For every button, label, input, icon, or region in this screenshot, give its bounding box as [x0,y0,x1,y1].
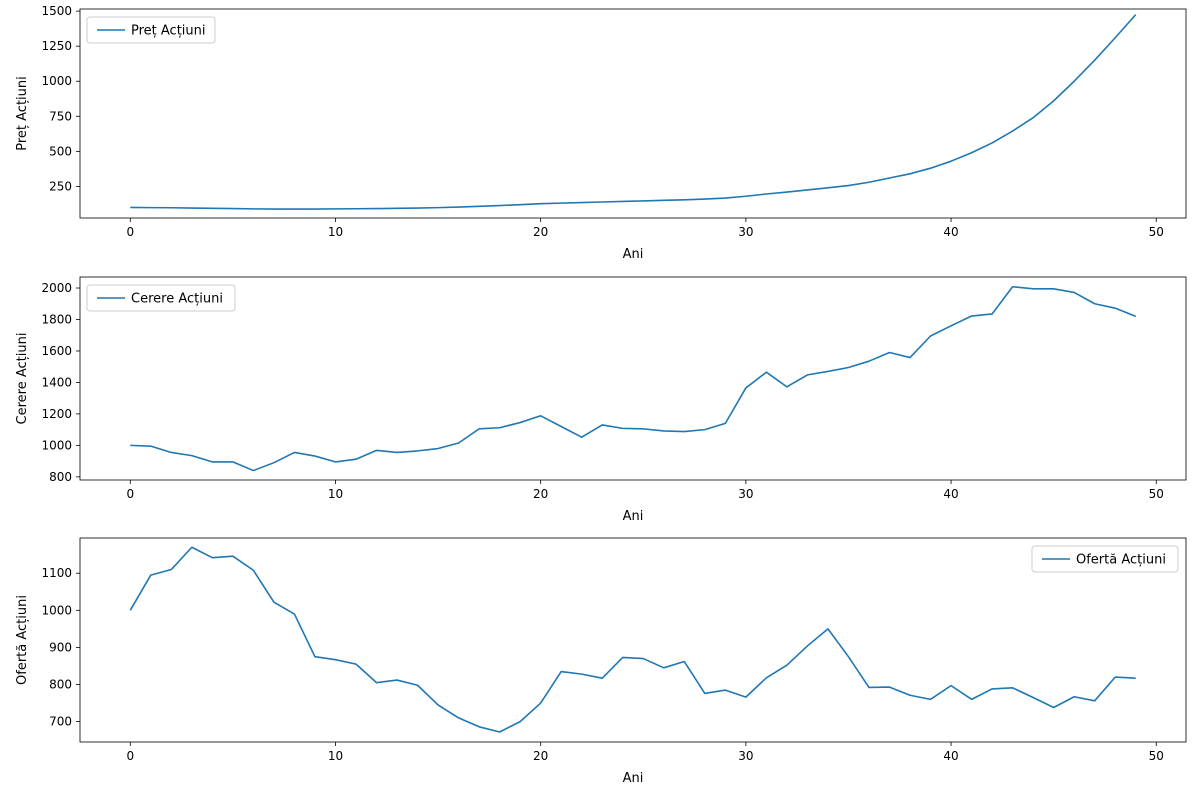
y-tick-label: 1000 [41,74,72,88]
subplot-3: 0 10 20 30 40 50 700 800 900 1000 1100 Ani Ofertă Ac… [15,537,1187,786]
y-tick-label: 800 [49,678,72,692]
subplot-2: 0 10 20 30 40 50 800 1000 1200 1400 1600 1800 2000 An… [15,276,1187,524]
y-tick-label: 500 [49,144,72,158]
axes-frame [79,537,1187,743]
y-tick-label: 1400 [41,375,72,389]
x-tick-label: 10 [328,487,343,501]
x-tick-label: 0 [126,749,134,763]
x-tick-label: 10 [328,749,343,763]
x-tick-label: 50 [1149,749,1164,763]
x-tick-label: 40 [943,749,958,763]
y-tick-label: 1500 [41,4,72,18]
y-tick-label: 750 [49,109,72,123]
series-line-1 [130,285,1137,472]
x-axis-label: Ani [623,771,644,786]
legend-entry: Cerere Acțiuni [131,292,223,307]
legend: Preț Acțiuni [86,16,216,44]
series-line-1 [130,14,1137,210]
y-tick-label: 1200 [41,407,72,421]
x-tick-label: 50 [1149,487,1164,501]
legend-box [86,284,236,312]
y-axis-label: Cerere Acțiuni [15,333,30,425]
y-tick-label: 700 [49,715,72,729]
x-tick-label: 10 [328,225,343,239]
y-tick-label: 1000 [41,438,72,452]
x-tick-label: 40 [943,225,958,239]
y-tick-label: 1000 [41,603,72,617]
legend-entry: Ofertă Acțiuni [1076,553,1166,568]
x-tick-label: 0 [126,487,134,501]
legend: Cerere Acțiuni [86,284,236,312]
x-axis-label: Ani [623,247,644,262]
x-tick-label: 0 [126,225,134,239]
y-axis-label: Preț Acțiuni [15,76,30,151]
x-tick-label: 50 [1149,225,1164,239]
y-tick-label: 2000 [41,281,72,295]
y-axis-label: Ofertă Acțiuni [15,595,30,685]
series-line-1 [129,546,1136,733]
y-tick-label: 1600 [41,344,72,358]
axes-frame [79,8,1187,219]
y-tick-label: 800 [49,470,72,484]
x-tick-label: 30 [738,487,753,501]
axes-frame [79,276,1187,481]
y-tick-label: 250 [49,179,72,193]
x-tick-label: 30 [738,225,753,239]
legend-box [86,16,216,44]
x-tick-label: 20 [533,487,548,501]
x-tick-label: 40 [943,487,958,501]
y-tick-label: 1100 [41,566,72,580]
legend-box [1031,545,1179,573]
x-tick-label: 20 [533,749,548,763]
legend: Ofertă Acțiuni [1031,545,1179,573]
y-tick-label: 1250 [41,39,72,53]
x-tick-label: 30 [738,749,753,763]
y-tick-label: 900 [49,640,72,654]
y-tick-label: 1800 [41,312,72,326]
x-tick-label: 20 [533,225,548,239]
subplot-1: 0 10 20 30 40 50 250 500 750 1000 1250 1500 Ani Preț … [15,4,1187,262]
legend-entry: Preț Acțiuni [131,24,206,39]
x-axis-label: Ani [623,509,644,524]
